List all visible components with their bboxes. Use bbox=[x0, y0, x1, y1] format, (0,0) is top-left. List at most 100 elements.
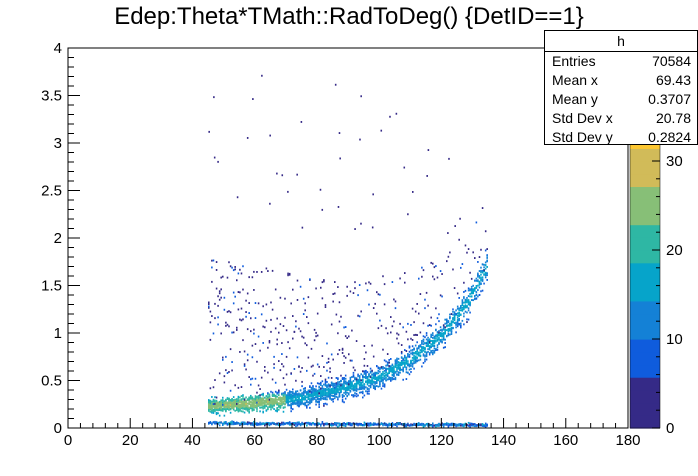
heatmap-cell bbox=[232, 406, 235, 409]
heatmap-cell bbox=[335, 422, 338, 425]
heatmap-cell bbox=[270, 422, 272, 425]
heatmap-cell bbox=[326, 398, 328, 401]
heatmap-cell bbox=[343, 381, 345, 384]
heatmap-cell bbox=[270, 301, 272, 304]
heatmap-cell bbox=[390, 331, 392, 334]
heatmap-cell bbox=[329, 370, 331, 373]
heatmap-cell bbox=[467, 307, 470, 310]
heatmap-cell bbox=[321, 380, 324, 383]
heatmap-cell bbox=[338, 392, 341, 395]
heatmap-cell bbox=[369, 367, 372, 370]
heatmap-cell bbox=[453, 315, 456, 317]
heatmap-cell bbox=[467, 303, 470, 306]
heatmap-cell bbox=[439, 333, 442, 336]
heatmap-cell bbox=[257, 335, 260, 338]
heatmap-cell bbox=[290, 422, 292, 425]
heatmap-cell bbox=[276, 401, 278, 404]
heatmap-cell bbox=[341, 347, 344, 350]
heatmap-cell bbox=[290, 406, 292, 409]
heatmap-cell bbox=[410, 337, 412, 340]
heatmap-cell bbox=[282, 394, 285, 397]
heatmap-cell bbox=[432, 262, 434, 265]
heatmap-cell bbox=[234, 295, 236, 298]
heatmap-cell bbox=[232, 408, 235, 411]
heatmap-cell bbox=[413, 356, 415, 359]
heatmap-cell bbox=[348, 380, 350, 383]
heatmap-cell bbox=[226, 423, 229, 426]
heatmap-cell bbox=[257, 423, 260, 426]
heatmap-cell bbox=[298, 398, 300, 401]
heatmap-cell bbox=[444, 330, 446, 332]
heatmap-cell bbox=[450, 422, 453, 425]
heatmap-cell bbox=[217, 422, 219, 424]
heatmap-cell bbox=[251, 404, 254, 407]
heatmap-cell bbox=[341, 348, 344, 351]
heatmap-cell bbox=[349, 390, 352, 393]
heatmap-cell bbox=[470, 299, 473, 301]
heatmap-cell bbox=[413, 357, 415, 360]
heatmap-cell bbox=[276, 410, 278, 413]
heatmap-cell bbox=[327, 383, 330, 386]
heatmap-cell bbox=[362, 424, 364, 426]
heatmap-cell bbox=[256, 395, 258, 398]
heatmap-cell bbox=[424, 342, 426, 345]
heatmap-cell bbox=[332, 423, 334, 425]
heatmap-cell bbox=[278, 331, 280, 334]
heatmap-cell bbox=[229, 265, 232, 268]
heatmap-cell bbox=[435, 265, 437, 267]
heatmap-cell bbox=[292, 399, 294, 402]
heatmap-cell bbox=[363, 394, 366, 397]
heatmap-cell bbox=[421, 342, 423, 345]
heatmap-cell bbox=[337, 422, 339, 425]
heatmap-cell bbox=[363, 424, 366, 427]
heatmap-cell bbox=[251, 405, 254, 408]
heatmap-cell bbox=[358, 391, 361, 394]
heatmap-cell bbox=[248, 410, 250, 413]
heatmap-cell bbox=[379, 423, 381, 426]
heatmap-cell bbox=[410, 368, 412, 370]
heatmap-cell bbox=[265, 404, 268, 406]
heatmap-cell bbox=[242, 410, 244, 413]
heatmap-cell bbox=[256, 424, 258, 426]
heatmap-cell bbox=[327, 423, 330, 426]
heatmap-cell bbox=[306, 424, 308, 427]
heatmap-cell bbox=[234, 422, 236, 425]
heatmap-cell bbox=[446, 422, 448, 425]
heatmap-cell bbox=[435, 348, 437, 350]
heatmap-cell bbox=[248, 397, 250, 400]
heatmap-cell bbox=[421, 341, 423, 344]
heatmap-cell bbox=[432, 352, 434, 354]
heatmap-cell bbox=[438, 425, 440, 427]
heatmap-cell bbox=[251, 396, 254, 399]
heatmap-cell bbox=[432, 422, 434, 425]
heatmap-cell bbox=[287, 403, 289, 406]
heatmap-cell bbox=[452, 422, 454, 425]
heatmap-cell bbox=[208, 305, 210, 308]
heatmap-cell bbox=[416, 424, 418, 427]
heatmap-cell bbox=[338, 393, 341, 396]
heatmap-cell bbox=[270, 399, 272, 402]
heatmap-cell bbox=[469, 311, 471, 314]
heatmap-cell bbox=[214, 420, 216, 423]
heatmap-cell bbox=[315, 394, 317, 397]
heatmap-cell bbox=[211, 411, 213, 414]
heatmap-cell bbox=[268, 341, 271, 344]
heatmap-cell bbox=[344, 380, 347, 383]
heatmap-cell bbox=[302, 336, 305, 339]
heatmap-cell bbox=[228, 397, 230, 400]
heatmap-cell bbox=[273, 403, 275, 406]
heatmap-cell bbox=[211, 400, 213, 403]
heatmap-cell bbox=[416, 422, 418, 425]
heatmap-cell bbox=[209, 407, 212, 409]
heatmap-cell bbox=[236, 279, 238, 282]
heatmap-cell bbox=[450, 321, 453, 324]
heatmap-cell bbox=[461, 303, 464, 306]
heatmap-cell bbox=[222, 396, 224, 399]
heatmap-cell bbox=[321, 422, 324, 425]
heatmap-cell bbox=[475, 291, 478, 293]
heatmap-cell bbox=[245, 403, 247, 405]
heatmap-cell bbox=[422, 340, 425, 343]
heatmap-cell bbox=[427, 424, 429, 426]
heatmap-cell bbox=[270, 390, 272, 393]
heatmap-cell bbox=[410, 352, 412, 355]
